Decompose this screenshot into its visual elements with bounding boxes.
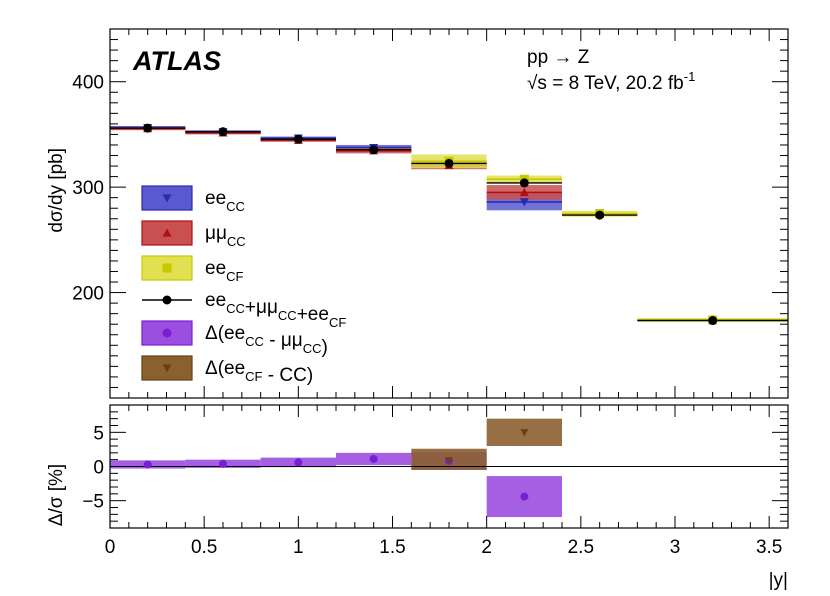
legend-swatch-delta_cc — [141, 320, 193, 346]
legend-text: Δ(ee — [205, 358, 245, 379]
legend-text: +ee — [297, 304, 329, 325]
lower-y-axis-title: Δ/σ [%] — [46, 464, 67, 526]
upper-y-axis-title: dσ/dy [pb] — [46, 148, 67, 233]
legend-text: Δ(ee — [205, 323, 245, 344]
legend-label-delta_cc: Δ(eeCC - μμCC) — [205, 323, 328, 358]
data-point — [519, 178, 529, 188]
legend-marker-mumu_cc — [162, 228, 172, 237]
x-tick-label: 1 — [293, 537, 304, 558]
legend-text: ee — [205, 258, 226, 279]
process-label: pp → Z — [527, 47, 590, 68]
legend-label-ee_cf: eeCF — [205, 258, 244, 284]
legend-marker-delta_cc — [162, 328, 172, 338]
legend-marker-ee_cc — [162, 194, 172, 203]
x-tick-label: 1.5 — [379, 537, 405, 558]
ratio-point — [219, 459, 227, 468]
legend-subscript: CC — [227, 234, 246, 249]
upper-plot: 200 300 400 — [72, 28, 789, 399]
ratio-point — [143, 460, 152, 469]
legend-subscript: CC — [226, 301, 245, 316]
legend-text: - μμ — [264, 330, 303, 351]
legend-subscript: CC — [303, 341, 322, 356]
upper-y-tick-label: 300 — [72, 178, 104, 199]
legend-text: ee — [205, 290, 226, 311]
x-tick-label: 0.5 — [191, 537, 217, 558]
upper-y-tick-label: 400 — [72, 73, 104, 94]
legend-text: ee — [205, 188, 226, 209]
legend-swatch-mumu_cc — [141, 220, 193, 246]
lumi-exponent: -1 — [684, 69, 696, 84]
x-tick-label: 3 — [670, 537, 681, 558]
legend-marker-combined — [162, 295, 172, 305]
data-point — [519, 198, 529, 207]
energy-lumi-label: √s = 8 TeV, 20.2 fb-1 — [527, 69, 695, 94]
data-point — [708, 316, 718, 326]
legend-label-combined: eeCC+μμCC+eeCF — [205, 290, 346, 330]
legend-text: ) — [322, 337, 328, 358]
x-tick-label: 0 — [105, 537, 116, 558]
lower-y-tick-label: 0 — [93, 458, 104, 479]
legend-subscript: CC — [278, 308, 297, 323]
legend-label-delta_cf: Δ(eeCF - CC) — [205, 358, 313, 386]
legend-subscript: CF — [226, 269, 243, 284]
ratio-point — [445, 457, 453, 465]
legend-label-mumu_cc: μμCC — [205, 223, 246, 249]
x-tick-label: 2.5 — [568, 537, 594, 558]
legend-marker-ee_cf — [162, 263, 172, 273]
legend-text: +μμ — [245, 297, 278, 318]
legend-marker-delta_cf — [162, 364, 172, 373]
energy-text: √s = 8 TeV, 20.2 fb — [527, 73, 684, 94]
data-point — [444, 158, 454, 168]
x-tick-label: 2 — [481, 537, 492, 558]
ratio-point — [294, 458, 303, 467]
data-point — [293, 134, 303, 144]
upper-y-tick-label: 200 — [72, 284, 104, 305]
ratio-point — [520, 429, 529, 437]
x-tick-label: 3.5 — [756, 537, 782, 558]
legend-text: μμ — [205, 223, 227, 244]
legend-subscript: CC — [245, 334, 264, 349]
lower-y-tick-label: −5 — [82, 492, 104, 513]
data-point — [595, 210, 605, 220]
data-point — [218, 127, 228, 137]
legend-text: - CC) — [263, 365, 314, 386]
legend-subscript: CF — [245, 369, 262, 384]
data-point — [143, 123, 153, 133]
data-point — [369, 145, 379, 155]
lower-y-tick-label: 5 — [93, 423, 104, 444]
x-axis-title: |y| — [769, 570, 788, 591]
ratio-point — [520, 492, 529, 501]
ratio-point — [369, 454, 378, 463]
legend-label-ee_cc: eeCC — [205, 188, 245, 214]
ratio-plot: −5 0 5 0 0.5 1 1.5 2 2.5 3 3.5 — [82, 404, 789, 558]
data-point — [519, 187, 529, 197]
legend-subscript: CC — [226, 199, 245, 214]
legend-subscript: CF — [329, 315, 346, 330]
experiment-label: ATLAS — [132, 46, 221, 76]
